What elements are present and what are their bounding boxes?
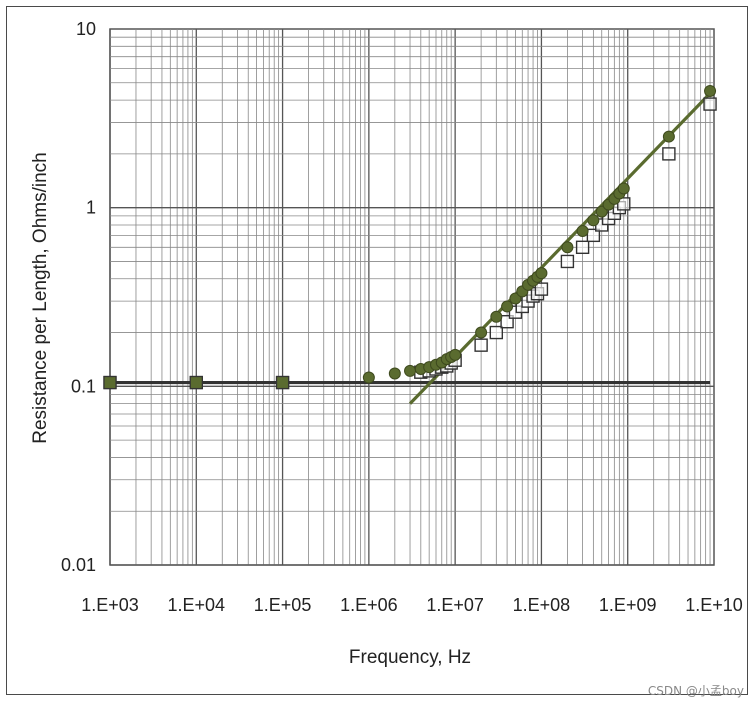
- chart-frame: [6, 6, 748, 695]
- square-data-point: [575, 240, 590, 255]
- circle-data-point: [704, 84, 717, 97]
- circle-data-point: [617, 182, 630, 195]
- circle-data-point: [404, 364, 417, 377]
- circle-data-point: [587, 214, 600, 227]
- filled-square-data-point: [189, 375, 203, 390]
- square-data-point: [560, 254, 575, 269]
- y-tick-label: 0.01: [61, 555, 96, 575]
- circle-data-point: [475, 326, 488, 339]
- x-tick-label: 1.E+04: [168, 595, 226, 615]
- x-axis-label: Frequency, Hz: [349, 647, 471, 668]
- circle-data-point: [501, 300, 514, 313]
- x-tick-label: 1.E+08: [513, 595, 571, 615]
- square-data-point: [703, 97, 717, 111]
- x-tick-label: 1.E+03: [81, 595, 139, 615]
- data-points: [103, 84, 717, 390]
- circle-data-point: [535, 267, 548, 280]
- y-axis-label: Resistance per Length, Ohms/inch: [30, 152, 51, 444]
- square-data-point: [617, 197, 631, 211]
- x-tick-labels: 1.E+03 1.E+04 1.E+05 1.E+06 1.E+07 1.E+08 1.E+…: [81, 595, 743, 615]
- square-data-point: [474, 338, 488, 352]
- square-data-point: [534, 282, 549, 296]
- circle-data-point: [509, 292, 522, 305]
- circle-data-point: [388, 367, 401, 380]
- square-data-point: [489, 325, 504, 340]
- circle-data-point: [449, 348, 462, 361]
- watermark: CSDN @小孟boy: [647, 684, 744, 698]
- x-tick-label: 1.E+09: [599, 595, 657, 615]
- square-data-point: [586, 228, 601, 243]
- circle-data-point: [561, 241, 574, 254]
- y-tick-labels: 0.01 0.1 1 10: [61, 19, 96, 575]
- circle-data-point: [576, 225, 589, 238]
- x-tick-label: 1.E+10: [685, 595, 743, 615]
- y-tick-label: 0.1: [71, 376, 96, 396]
- circle-data-point: [490, 310, 503, 323]
- x-tick-label: 1.E+06: [340, 595, 398, 615]
- filled-square-data-point: [275, 375, 290, 390]
- grid: [109, 28, 715, 566]
- filled-square-data-point: [103, 375, 117, 390]
- circle-data-point: [662, 130, 675, 143]
- circle-data-point: [362, 371, 375, 384]
- plot-area: [109, 28, 715, 566]
- x-tick-label: 1.E+05: [254, 595, 312, 615]
- x-tick-label: 1.E+07: [426, 595, 484, 615]
- y-tick-label: 10: [76, 19, 96, 39]
- square-data-point: [662, 147, 676, 161]
- y-tick-label: 1: [86, 198, 96, 218]
